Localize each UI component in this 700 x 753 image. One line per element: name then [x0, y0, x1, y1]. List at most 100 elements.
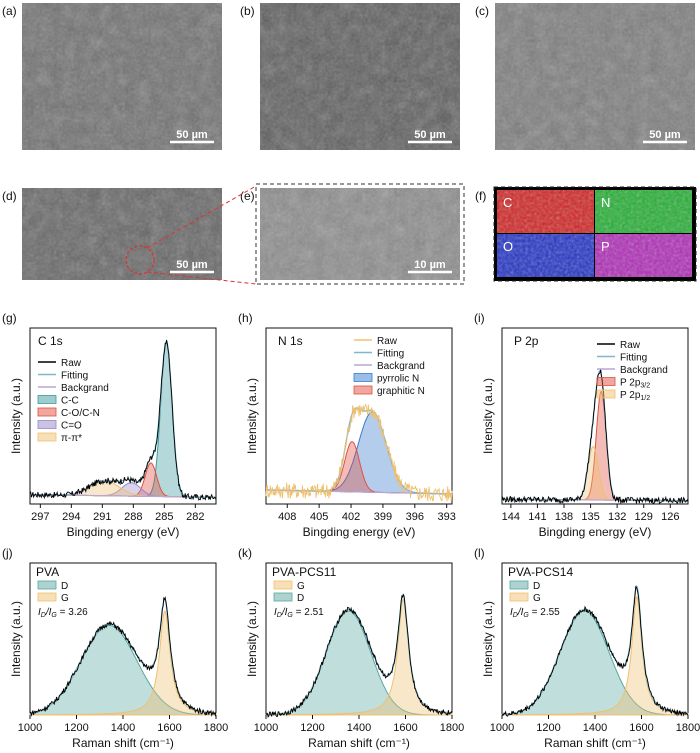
- legend-swatch: [37, 407, 57, 417]
- panel-label: (j): [2, 546, 13, 560]
- legend-label: C-C: [61, 396, 79, 407]
- eds-element-label: N: [601, 195, 610, 210]
- plot-frame: [29, 327, 217, 505]
- eds-element-label: C: [503, 195, 512, 210]
- x-tick-label: 129: [635, 511, 653, 523]
- y-axis-label: Intensity (a.u.): [481, 378, 495, 454]
- legend-label: D: [61, 581, 68, 592]
- raw-curve: [265, 403, 453, 502]
- legend-label: C=O: [61, 421, 82, 432]
- y-axis-label: Intensity (a.u.): [9, 601, 23, 677]
- sem-grain: [495, 3, 695, 150]
- plot-title: PVA-PCS14: [508, 565, 573, 579]
- x-tick-label: 1600: [393, 722, 417, 734]
- legend-swatch: [596, 389, 616, 399]
- panel-label: (i): [474, 311, 485, 325]
- chart-h: (h) 408 405 402 399 396 393 Bingding energy (eV…: [238, 311, 456, 539]
- x-axis-label: Bingding energy (eV): [67, 525, 180, 539]
- scale-bar-label: 50 µm: [649, 129, 681, 141]
- sem-grain: [260, 188, 460, 280]
- x-tick-label: 1800: [204, 722, 228, 734]
- panel-label: (d): [2, 189, 17, 203]
- sem-panel-b: (b) 50 µm: [240, 3, 460, 150]
- panel-label: (e): [240, 189, 255, 203]
- x-tick-label: 1600: [157, 722, 181, 734]
- legend-swatch: [37, 592, 57, 602]
- x-tick-label: 294: [62, 511, 80, 523]
- x-tick-label: 1400: [111, 722, 135, 734]
- x-tick-label: 405: [310, 511, 328, 523]
- sem-panel-c: (c) 50 µm: [475, 3, 695, 150]
- legend-label: G: [533, 593, 541, 604]
- x-tick-label: 393: [438, 511, 456, 523]
- panel-label: (l): [474, 546, 485, 560]
- sem-grain: [260, 3, 460, 150]
- x-tick-label: 399: [374, 511, 392, 523]
- x-tick-label: 1000: [254, 722, 278, 734]
- legend-label: D: [297, 593, 304, 604]
- eds-texture: [497, 190, 594, 233]
- legend-label: Raw: [620, 340, 641, 351]
- x-tick-label: 402: [342, 511, 360, 523]
- intensity-ratio: ID/IG = 3.26: [38, 607, 88, 619]
- legend-label: Fitting: [620, 353, 647, 364]
- legend-swatch: [37, 395, 57, 404]
- sem-images: (a) 50 µm (b) 50 µm (c) 50 µm (d) 50 µm (e) 10 µm…: [2, 3, 697, 285]
- peak-C-C: [30, 342, 216, 498]
- legend-label: G: [61, 593, 69, 604]
- eds-texture: [595, 234, 692, 277]
- legend-label: G: [297, 581, 305, 592]
- x-tick-label: 291: [93, 511, 111, 523]
- legend-label: C-O/C-N: [61, 408, 100, 419]
- legend-swatch: [37, 580, 57, 590]
- x-axis-label: Raman shift (cm⁻¹): [308, 736, 410, 750]
- legend-label: P 2p1/2: [620, 390, 650, 402]
- legend-swatch: [273, 580, 293, 590]
- y-axis-label: Intensity (a.u.): [481, 601, 495, 677]
- panel-label: (f): [475, 189, 486, 203]
- plot-title: PVA-PCS11: [272, 565, 337, 579]
- x-tick-label: 1400: [583, 722, 607, 734]
- panel-label: (h): [238, 311, 253, 325]
- legend-label: Fitting: [377, 349, 404, 360]
- legend-label: π-π*: [61, 433, 82, 444]
- legend-swatch: [273, 592, 293, 602]
- x-tick-label: 138: [555, 511, 573, 523]
- legend-label: Backgrand: [61, 383, 109, 394]
- plot-frame: [265, 327, 453, 505]
- legend-label: Backgrand: [620, 365, 668, 376]
- eds-texture: [497, 234, 594, 277]
- chart-l: (l) 1000 1200 1400 1600 1800 Raman shift (cm⁻¹…: [474, 546, 700, 750]
- zoom-line: [146, 271, 257, 285]
- x-tick-label: 1400: [347, 722, 371, 734]
- sem-panel-a: (a) 50 µm: [2, 3, 222, 150]
- x-axis-label: Bingding energy (eV): [303, 525, 416, 539]
- x-tick-label: 132: [608, 511, 626, 523]
- legend-label: Fitting: [61, 371, 88, 382]
- legend-label: pyrrolic N: [377, 374, 419, 385]
- legend-swatch: [509, 580, 529, 590]
- legend-swatch: [353, 373, 373, 382]
- x-tick-label: 288: [124, 511, 142, 523]
- sem-panel-d: (d) 50 µm: [2, 188, 222, 280]
- x-tick-label: 1000: [490, 722, 514, 734]
- sem-grain: [22, 188, 222, 280]
- y-axis-label: Intensity (a.u.): [9, 378, 23, 454]
- scale-bar-label: 50 µm: [176, 129, 208, 141]
- plot-title: C 1s: [38, 334, 63, 348]
- legend-swatch: [37, 432, 57, 442]
- panel-label: (k): [238, 546, 252, 560]
- raw-curve: [29, 339, 217, 501]
- raw-curve: [29, 595, 217, 717]
- eds-texture: [595, 190, 692, 233]
- y-axis-label: Intensity (a.u.): [245, 378, 259, 454]
- peak-D: [501, 610, 688, 716]
- peak-D: [265, 610, 452, 716]
- x-tick-label: 126: [661, 511, 679, 523]
- panel-label: (b): [240, 4, 255, 18]
- x-tick-label: 282: [186, 511, 204, 523]
- chart-g: (g) 297 294 291 288 285 282 Bingding energy (eV…: [2, 311, 217, 539]
- x-tick-label: 396: [406, 511, 424, 523]
- intensity-ratio: ID/IG = 2.55: [510, 607, 560, 619]
